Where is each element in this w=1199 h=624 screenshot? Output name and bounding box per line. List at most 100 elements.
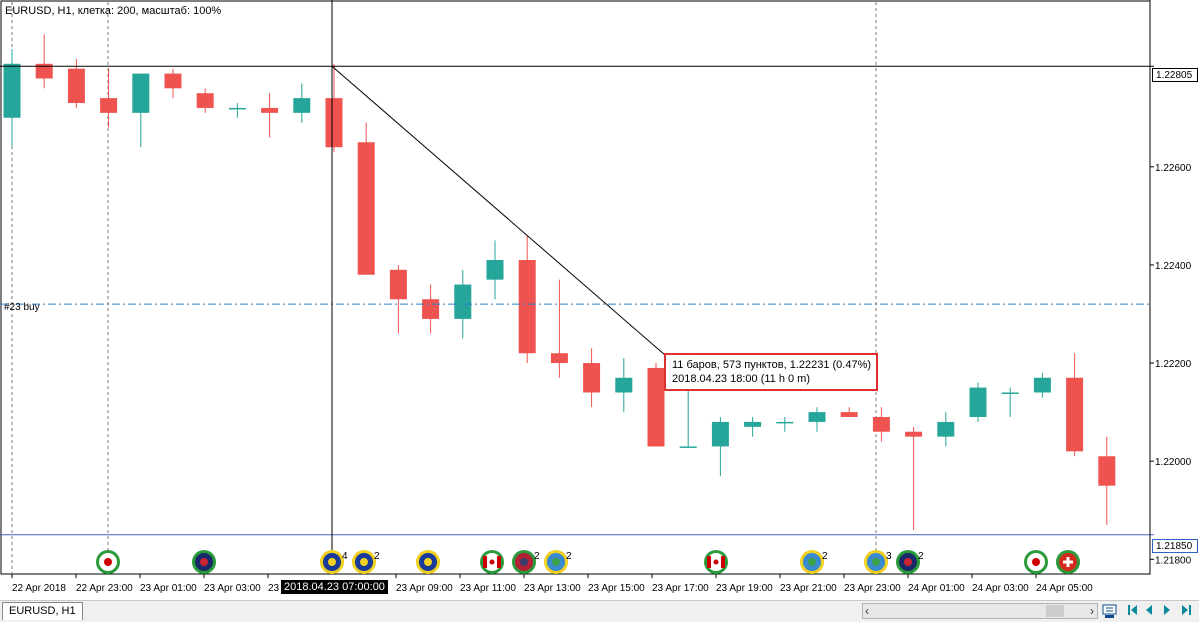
candle-body [422,299,440,319]
candle-body [1098,456,1116,486]
scroll-left-arrow-icon[interactable]: ‹ [865,604,869,618]
eu-flag-icon: 4 [320,550,348,574]
candle-body [3,63,21,118]
time-tick-label: 23 Apr 23:00 [844,583,901,594]
candle-body [100,98,118,113]
candle-body [1066,377,1084,452]
price-axis: 1.22600 1.22400 1.22200 1.22000 1.21800 [1149,0,1192,574]
scroll-to-end-icon[interactable] [1180,603,1192,620]
chart-navigation [1102,603,1199,620]
candle-body [583,363,601,393]
event-count-label: 2 [918,551,924,562]
time-axis: 22 Apr 2018 22 Apr 23:00 23 Apr 01:00 23 Ap… [11,574,1093,594]
order-label[interactable]: #23 buy [4,302,40,313]
candle-body [615,377,633,393]
chart-shift-icon[interactable] [1102,603,1118,620]
measure-line [331,65,666,356]
candle-body [454,284,472,319]
au-flag-icon: 2 [896,550,924,574]
candle [872,407,890,442]
candle [1001,387,1019,418]
candle [615,358,633,413]
scroll-thumb[interactable] [1046,605,1064,617]
calendar-events-layer: 4 2 2 2 2 3 2 [96,550,1080,574]
horizontal-scrollbar[interactable]: ‹ › [862,603,1098,619]
eu-flag-icon: 2 [352,550,380,574]
candle-body [744,421,762,427]
candle-body [711,421,729,447]
price-tick-label: 1.21800 [1155,555,1192,566]
time-tick-label: 24 Apr 03:00 [972,583,1029,594]
candle-body [905,431,923,437]
time-tick-label: 23 Apr 03:00 [204,583,261,594]
candle [3,49,21,148]
nz-flag-icon [192,550,216,574]
time-tick-label: 23 Apr 15:00 [588,583,645,594]
candle [164,68,182,99]
candle [67,58,85,108]
candle [389,264,407,334]
globe-icon: 2 [800,550,828,574]
event-count-label: 3 [886,551,892,562]
candle-body [67,68,85,104]
candle-body [164,73,182,89]
candle-body [808,412,826,422]
time-tick-label: 22 Apr 23:00 [76,583,133,594]
candle-body [35,63,53,79]
measure-line2: 2018.04.23 18:00 (11 h 0 m) [672,373,811,385]
measure-line1: 11 баров, 573 пунктов, 1.22231 (0.47%) [672,359,872,371]
time-tick-label: 23 [268,583,280,594]
time-tick-label: 22 Apr 2018 [12,583,66,594]
candle [100,68,118,128]
bid-price-label: 1.21850 [1152,539,1198,553]
candle [132,73,150,148]
scroll-right-arrow-icon[interactable]: › [1090,604,1094,618]
candle-body [518,260,536,354]
event-count-label: 2 [566,551,572,562]
price-tick-label: 1.22400 [1155,261,1192,272]
candle [711,417,729,476]
measure-tooltip: 11 баров, 573 пунктов, 1.22231 (0.47%) 2… [664,353,878,391]
time-tick-label: 23 Apr 09:00 [396,583,453,594]
event-count-label: 2 [534,551,540,562]
crosshair-time-label: 2018.04.23 07:00:00 [281,580,388,594]
candle-body [486,260,504,280]
candle-body [228,107,246,110]
scroll-right-icon[interactable] [1162,603,1172,620]
jp-flag-icon [96,550,120,574]
scroll-left-icon[interactable] [1144,603,1154,620]
candle [1033,372,1051,398]
candle-body [325,98,343,148]
event-count-label: 2 [822,551,828,562]
candle [228,103,246,118]
candle-body [1001,392,1019,394]
candle-body [776,421,794,424]
ca-flag-icon [480,550,504,574]
ch-flag-icon [1056,550,1080,574]
eu-flag-icon [416,550,440,574]
time-tick-label: 23 Apr 21:00 [780,583,837,594]
candle-body [937,421,955,437]
candle [744,417,762,437]
candle [550,279,568,378]
candle [583,348,601,408]
chart-tab-eurusd[interactable]: EURUSD, H1 [2,602,83,620]
candle-body [1033,377,1051,393]
time-tick-label: 24 Apr 01:00 [908,583,965,594]
jp-flag-icon [1024,550,1048,574]
candle-body [357,142,375,275]
candle [357,122,375,275]
candle [325,63,343,153]
time-tick-label: 24 Apr 05:00 [1036,583,1093,594]
scroll-to-start-icon[interactable] [1127,603,1139,620]
price-tick-label: 1.22200 [1155,359,1192,370]
candle-body [389,269,407,300]
crosshair-price-label: 1.22805 [1152,68,1198,82]
event-count-label: 4 [342,551,348,562]
candle-body [679,446,697,448]
event-count-label: 2 [374,551,380,562]
price-tick-label: 1.22600 [1155,163,1192,174]
candle-body [550,353,568,364]
